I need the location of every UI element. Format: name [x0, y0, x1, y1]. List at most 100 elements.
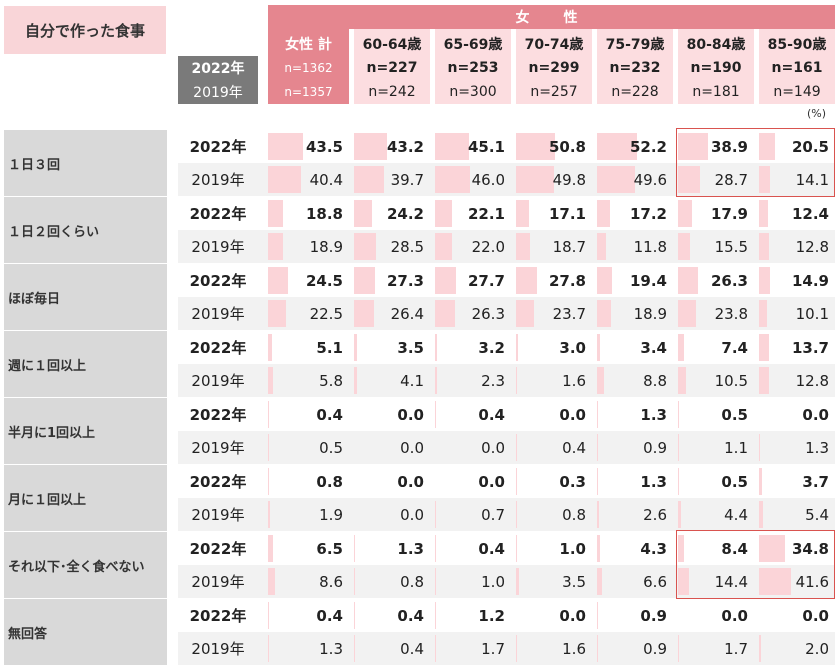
data-cell: 1.3	[597, 465, 673, 498]
category-label: １日２回くらい	[4, 197, 167, 263]
value-label: 6.6	[643, 573, 667, 591]
highlight-box	[676, 128, 835, 197]
data-cell: 14.9	[759, 264, 835, 297]
value-label: 0.0	[802, 406, 829, 424]
column-label: 女性 計	[268, 32, 349, 56]
data-cell: 0.9	[597, 431, 673, 464]
data-cell: 8.6	[268, 565, 349, 598]
year-label: 2019年	[178, 230, 258, 263]
data-cell: 0.4	[268, 398, 349, 431]
value-label: 17.9	[711, 205, 748, 223]
value-bar	[597, 300, 611, 327]
value-label: 18.9	[634, 305, 667, 323]
highlight-box	[676, 530, 835, 599]
value-label: 0.8	[562, 506, 586, 524]
value-label: 0.4	[316, 406, 343, 424]
data-cell: 0.0	[759, 398, 835, 431]
year-label: 2022年	[178, 398, 258, 431]
data-cell: 1.1	[678, 431, 754, 464]
value-label: 2.6	[643, 506, 667, 524]
value-bar	[516, 367, 517, 394]
data-cell: 27.7	[435, 264, 511, 297]
data-cell: 1.2	[435, 599, 511, 632]
value-bar	[759, 635, 761, 662]
header-year-2019: 2019年	[178, 80, 258, 104]
value-label: 4.4	[724, 506, 748, 524]
value-bar	[597, 267, 612, 294]
category-label: それ以下･全く食べない	[4, 532, 167, 598]
data-cell: 5.8	[268, 364, 349, 397]
value-label: 24.2	[387, 205, 424, 223]
data-cell: 12.8	[759, 230, 835, 263]
value-label: 1.7	[724, 640, 748, 658]
value-bar	[678, 233, 690, 260]
data-cell: 10.5	[678, 364, 754, 397]
value-bar	[268, 334, 272, 361]
data-cell: 10.1	[759, 297, 835, 330]
column-label: 80-84歳	[678, 32, 754, 56]
value-label: 12.8	[796, 238, 829, 256]
category-label: ほぼ毎日	[4, 264, 167, 330]
year-label: 2019年	[178, 498, 258, 531]
year-label: 2019年	[178, 163, 258, 196]
value-bar	[678, 434, 679, 461]
value-bar	[435, 602, 436, 629]
value-label: 23.7	[553, 305, 586, 323]
column-label: 65-69歳	[435, 32, 511, 56]
data-cell: 23.7	[516, 297, 592, 330]
value-bar	[759, 267, 770, 294]
category-label: 無回答	[4, 599, 167, 665]
value-label: 24.5	[306, 272, 343, 290]
category-label: 月に１回以上	[4, 465, 167, 531]
value-bar	[597, 602, 598, 629]
value-bar	[759, 200, 768, 227]
data-cell: 22.0	[435, 230, 511, 263]
sample-size-2022: n=299	[516, 56, 592, 80]
data-cell: 0.0	[516, 599, 592, 632]
value-bar	[678, 367, 686, 394]
value-bar	[354, 233, 376, 260]
value-bar	[597, 200, 610, 227]
value-label: 0.0	[481, 439, 505, 457]
value-label: 0.4	[478, 406, 505, 424]
value-label: 0.0	[400, 506, 424, 524]
data-cell: 1.3	[597, 398, 673, 431]
data-cell: 27.3	[354, 264, 430, 297]
sample-size-2022: n=161	[759, 56, 835, 80]
sample-size-2019: n=228	[597, 80, 673, 104]
value-bar	[678, 334, 684, 361]
sample-size-2022: n=190	[678, 56, 754, 80]
value-label: 27.8	[549, 272, 586, 290]
data-cell: 1.9	[268, 498, 349, 531]
value-bar	[597, 334, 600, 361]
value-label: 27.3	[387, 272, 424, 290]
data-cell: 22.1	[435, 197, 511, 230]
value-label: 0.0	[397, 406, 424, 424]
column-label: 70-74歳	[516, 32, 592, 56]
data-cell: 12.4	[759, 197, 835, 230]
sample-size-2022: n=227	[354, 56, 430, 80]
value-bar	[516, 568, 519, 595]
value-bar	[435, 267, 456, 294]
value-label: 1.6	[562, 640, 586, 658]
value-label: 13.7	[792, 339, 829, 357]
data-cell: 24.2	[354, 197, 430, 230]
value-label: 1.0	[481, 573, 505, 591]
data-cell: 2.6	[597, 498, 673, 531]
value-bar	[435, 501, 436, 528]
year-label: 2022年	[178, 130, 258, 163]
data-cell: 1.3	[354, 532, 430, 565]
value-bar	[516, 166, 554, 193]
data-cell: 0.0	[759, 599, 835, 632]
data-cell: 0.4	[435, 398, 511, 431]
value-bar	[678, 300, 696, 327]
value-label: 0.0	[802, 607, 829, 625]
data-cell: 2.0	[759, 632, 835, 665]
sample-size-2019: n=242	[354, 80, 430, 104]
value-label: 27.7	[468, 272, 505, 290]
value-label: 11.8	[634, 238, 667, 256]
data-cell: 1.7	[435, 632, 511, 665]
column-label: 75-79歳	[597, 32, 673, 56]
